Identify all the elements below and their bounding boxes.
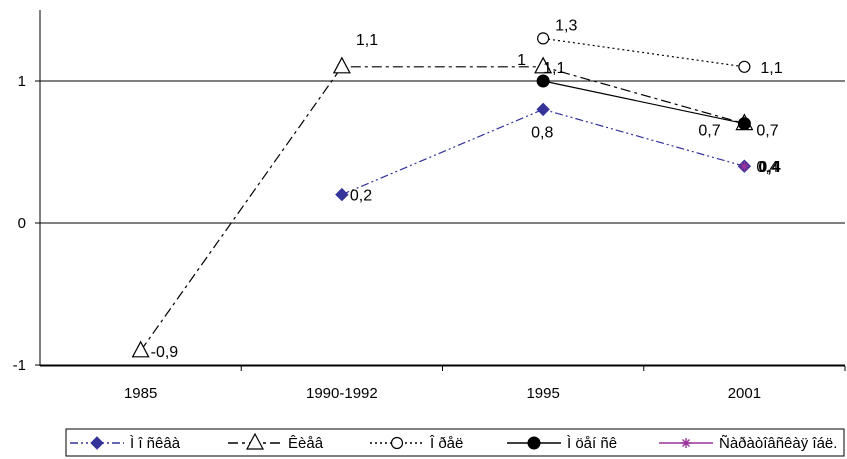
data-point bbox=[738, 60, 751, 73]
data-label: 0,2 bbox=[350, 188, 372, 205]
legend-label: Ì î ñêâà bbox=[130, 435, 181, 452]
series-line bbox=[341, 108, 745, 196]
legend-marker bbox=[681, 438, 691, 448]
legend-item: Î ðåë bbox=[370, 435, 463, 452]
legend-item: Êèåâ bbox=[228, 432, 324, 452]
x-tick-label: 1990-1992 bbox=[306, 385, 378, 402]
x-tick-label: 1985 bbox=[124, 385, 157, 402]
data-label: 0,8 bbox=[531, 124, 553, 141]
legend-item: Ñàðàòîâñêàÿ îáë. bbox=[659, 435, 837, 452]
series-line bbox=[543, 37, 745, 68]
legend-label: Î ðåë bbox=[429, 435, 463, 452]
axes: -1 0 1 1985 1990-1992 1995 2001 bbox=[13, 10, 846, 402]
legend-label: Êèåâ bbox=[288, 435, 324, 452]
data-label: 0,4 bbox=[756, 159, 778, 176]
data-point bbox=[536, 74, 550, 88]
y-tick-label: 1 bbox=[18, 73, 26, 90]
data-label: 0,7 bbox=[756, 123, 778, 140]
series-line bbox=[543, 80, 745, 125]
legend-marker bbox=[246, 432, 264, 450]
legend-marker bbox=[527, 436, 541, 450]
series-markers bbox=[131, 32, 754, 358]
data-label: 1,1 bbox=[543, 60, 565, 77]
data-label: 0,7 bbox=[698, 123, 720, 140]
data-point bbox=[335, 187, 349, 202]
legend-label: Ì öåí ñê bbox=[567, 435, 617, 452]
legend-box bbox=[65, 428, 845, 457]
legend: Ì î ñêâà Êèåâ Î ðåë Ì öåí ñê Ñàðàòîâñêàÿ îáë… bbox=[65, 428, 845, 457]
legend-item: Ì öåí ñê bbox=[507, 435, 617, 452]
data-label: 1 bbox=[517, 52, 526, 69]
series-lines bbox=[140, 37, 745, 352]
data-point bbox=[536, 102, 550, 117]
data-label: 1,3 bbox=[555, 17, 577, 34]
data-label: 0,4 bbox=[758, 159, 780, 176]
data-labels: 0,20,80,4-0,91,11,11,31,110,70,40,7 bbox=[151, 17, 783, 360]
data-point bbox=[332, 56, 351, 74]
legend-marker bbox=[90, 436, 104, 450]
data-point bbox=[537, 32, 550, 45]
data-label: 1,1 bbox=[760, 60, 782, 77]
legend-marker bbox=[390, 436, 404, 450]
data-label: 1,1 bbox=[356, 32, 378, 49]
x-tick-label: 1995 bbox=[526, 385, 559, 402]
y-tick-label: -1 bbox=[13, 357, 26, 374]
data-label: -0,9 bbox=[151, 344, 179, 361]
y-tick-label: 0 bbox=[18, 215, 26, 232]
data-point bbox=[739, 161, 750, 172]
legend-label: Ñàðàòîâñêàÿ îáë. bbox=[719, 435, 837, 452]
data-point bbox=[131, 340, 150, 358]
data-point bbox=[737, 117, 751, 131]
legend-item: Ì î ñêâà bbox=[70, 435, 181, 452]
series-line bbox=[140, 66, 745, 352]
x-tick-label: 2001 bbox=[728, 385, 761, 402]
data-point bbox=[534, 56, 553, 74]
